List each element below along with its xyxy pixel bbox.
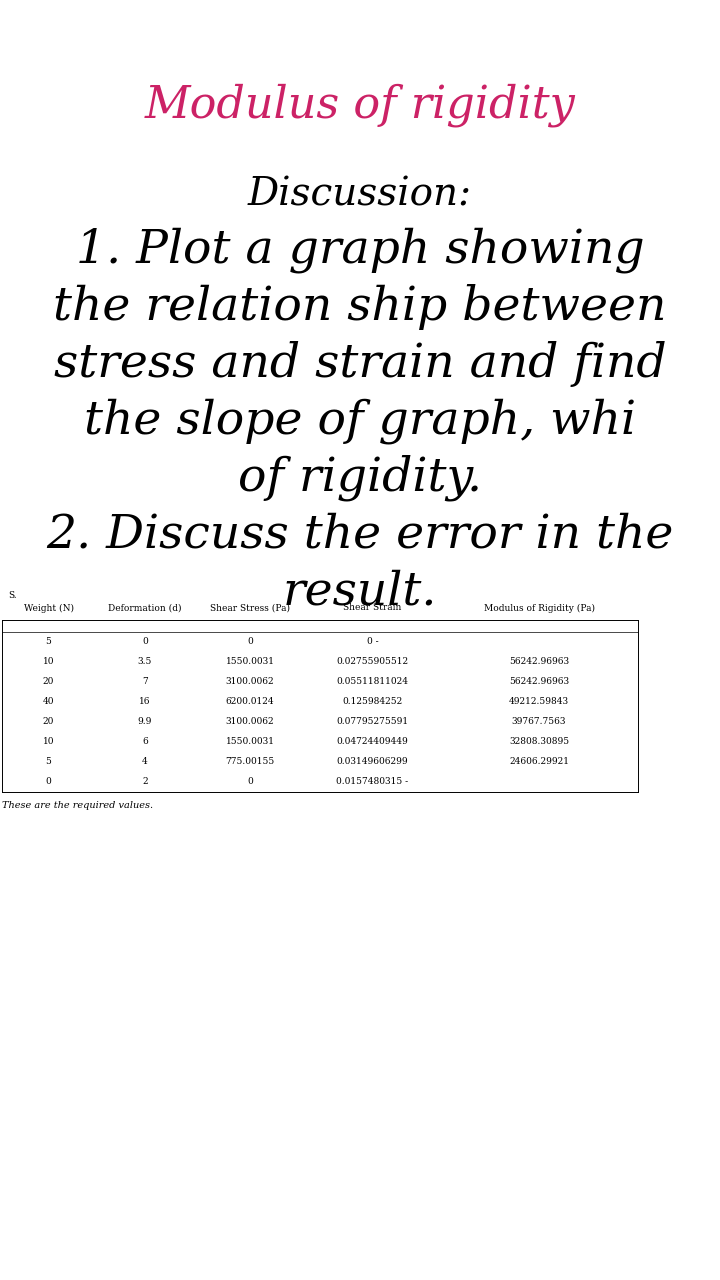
Text: 40: 40 [42, 698, 54, 707]
Text: 0.0157480315 -: 0.0157480315 - [336, 777, 408, 786]
Text: 0: 0 [142, 637, 148, 646]
Text: 5: 5 [45, 637, 51, 646]
Text: 6: 6 [142, 737, 148, 746]
Text: 2: 2 [142, 777, 148, 786]
Text: the slope of graph, whi: the slope of graph, whi [84, 398, 636, 444]
Text: 0: 0 [247, 637, 253, 646]
Text: 4: 4 [142, 758, 148, 767]
Text: 0.125984252: 0.125984252 [343, 698, 402, 707]
Text: 0 -: 0 - [366, 637, 378, 646]
Text: Modulus of Rigidity (Pa): Modulus of Rigidity (Pa) [484, 603, 595, 613]
Text: 49212.59843: 49212.59843 [509, 698, 569, 707]
Text: result.: result. [283, 570, 437, 614]
Text: 7: 7 [142, 677, 148, 686]
Text: Discussion:: Discussion: [248, 177, 472, 214]
Text: Deformation (d): Deformation (d) [108, 603, 181, 613]
Text: the relation ship between: the relation ship between [53, 284, 667, 330]
Text: 3100.0062: 3100.0062 [225, 718, 274, 727]
Text: 6200.0124: 6200.0124 [225, 698, 274, 707]
Text: stress and strain and find: stress and strain and find [54, 340, 666, 387]
Text: 775.00155: 775.00155 [225, 758, 274, 767]
Text: 16: 16 [139, 698, 150, 707]
Text: 0.02755905512: 0.02755905512 [336, 658, 408, 667]
Text: 5: 5 [45, 758, 51, 767]
Text: 1. Plot a graph showing: 1. Plot a graph showing [76, 227, 644, 273]
Text: These are the required values.: These are the required values. [2, 801, 153, 810]
Text: 56242.96963: 56242.96963 [509, 677, 569, 686]
Text: Shear Strain: Shear Strain [343, 603, 402, 613]
Text: 9.9: 9.9 [138, 718, 152, 727]
Text: 0.05511811024: 0.05511811024 [336, 677, 408, 686]
Text: Weight (N): Weight (N) [24, 603, 73, 613]
Text: 0: 0 [247, 777, 253, 786]
Text: 0: 0 [45, 777, 51, 786]
Text: 32808.30895: 32808.30895 [509, 737, 569, 746]
Text: 1550.0031: 1550.0031 [225, 737, 274, 746]
Text: 10: 10 [42, 737, 54, 746]
Text: 0.07795275591: 0.07795275591 [336, 718, 408, 727]
Text: 56242.96963: 56242.96963 [509, 658, 569, 667]
Text: 20: 20 [42, 718, 54, 727]
Text: 3.5: 3.5 [138, 658, 152, 667]
Text: 2. Discuss the error in the: 2. Discuss the error in the [46, 512, 674, 558]
Text: 20: 20 [42, 677, 54, 686]
Text: 10: 10 [42, 658, 54, 667]
Text: Shear Stress (Pa): Shear Stress (Pa) [210, 603, 290, 613]
Text: 39767.7563: 39767.7563 [512, 718, 566, 727]
Text: 1550.0031: 1550.0031 [225, 658, 274, 667]
Text: 3100.0062: 3100.0062 [225, 677, 274, 686]
Text: Modulus of rigidity: Modulus of rigidity [145, 83, 575, 127]
Text: of rigidity.: of rigidity. [238, 454, 482, 502]
Text: 0.03149606299: 0.03149606299 [337, 758, 408, 767]
Text: S.: S. [8, 590, 17, 599]
Text: 0.04724409449: 0.04724409449 [337, 737, 408, 746]
Text: 24606.29921: 24606.29921 [509, 758, 569, 767]
